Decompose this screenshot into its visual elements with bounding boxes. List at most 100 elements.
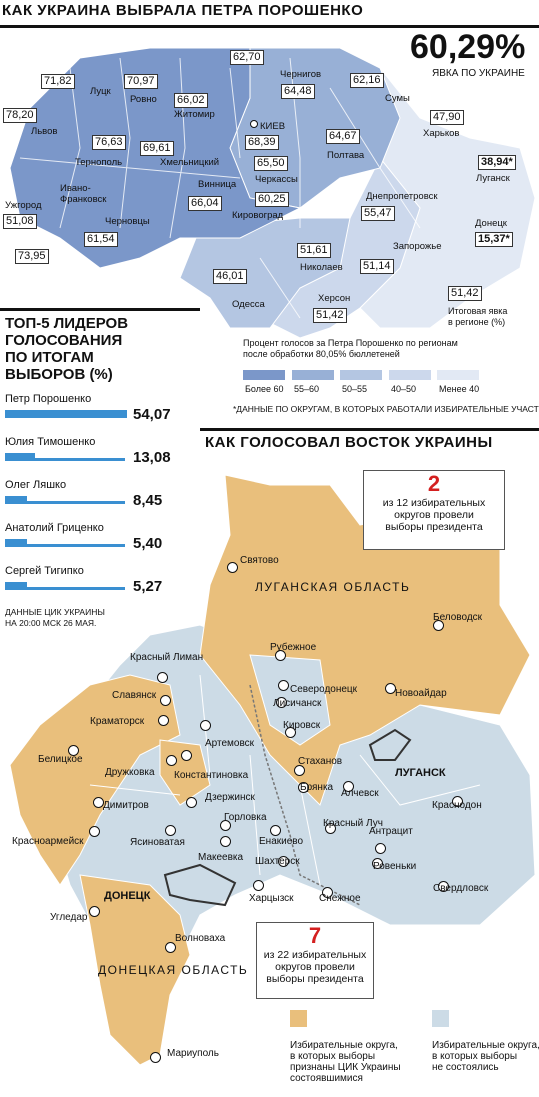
city-label-kropyvnytskyi: Кировоград: [232, 210, 284, 221]
donetsk-info-text: из 22 избирательных округов провели выбо…: [263, 949, 367, 985]
value-box-zaporizhzhia: 51,14: [360, 259, 394, 274]
city-label: Шахтерск: [255, 856, 300, 867]
top5-title: ТОП-5 ЛИДЕРОВ ГОЛОСОВАНИЯ ПО ИТОГАМ ВЫБО…: [5, 315, 129, 383]
city-dot: [325, 823, 336, 834]
candidate-bar: [5, 539, 27, 547]
city-dot: [220, 836, 231, 847]
city-label: Антрацит: [369, 826, 413, 837]
city-label: Константиновка: [174, 770, 249, 781]
candidate-name: Олег Ляшко: [5, 479, 67, 491]
donetsk-city-label: ДОНЕЦК: [104, 890, 151, 902]
candidate-value: 8,45: [133, 492, 163, 509]
candidate-value: 54,07: [133, 406, 171, 423]
city-dot: [270, 825, 281, 836]
turnout-sample-label: Итоговая явка в регионе (%): [448, 306, 508, 327]
luhansk-info-number: 2: [427, 471, 441, 496]
city-label-lutsk: Луцк: [90, 86, 111, 97]
donetsk-info-box: 7 из 22 избирательных округов провели вы…: [256, 922, 374, 999]
city-label-ternopil: Тернополь: [75, 157, 123, 168]
legend-label-0: Более 60: [245, 384, 284, 394]
legend-blue-swatch: [432, 1010, 449, 1027]
turnout-sample-box: 51,42: [448, 286, 482, 301]
city-label: Горловка: [224, 812, 267, 823]
city-label-odesa: Одесса: [232, 299, 265, 310]
value-box-ternopil: 76,63: [92, 135, 126, 150]
city-dot: [165, 942, 176, 953]
city-label-lviv: Львов: [31, 126, 58, 137]
value-box-rivne: 70,97: [124, 74, 158, 89]
city-label: Волноваха: [175, 933, 226, 944]
city-label-cherkasy: Черкассы: [255, 174, 298, 185]
city-label-mykolaiv: Николаев: [300, 262, 343, 273]
city-label-sumy: Сумы: [385, 93, 410, 104]
candidate-value: 5,40: [133, 535, 163, 552]
value-box-donetsk: 15,37*: [475, 232, 513, 247]
legend-swatch-2: [340, 370, 382, 380]
luhansk-city-label: ЛУГАНСК: [395, 767, 446, 779]
top5-source: ДАННЫЕ ЦИК УКРАИНЫ НА 20:00 МСК 26 МАЯ.: [5, 607, 105, 628]
city-label: Дружковка: [105, 767, 155, 778]
city-label: Рубежное: [270, 642, 317, 653]
city-dot: [68, 745, 79, 756]
legend-label-4: Менее 40: [439, 384, 480, 394]
city-label: Харцызск: [249, 893, 294, 904]
candidate-name: Юлия Тимошенко: [5, 436, 96, 448]
city-dot: [160, 695, 171, 706]
candidate-name: Петр Порошенко: [5, 393, 92, 405]
value-box-kyiv-region: 62,70: [230, 50, 264, 65]
city-label: Макеевка: [198, 852, 244, 863]
east-title: КАК ГОЛОСОВАЛ ВОСТОК УКРАИНЫ: [205, 434, 493, 451]
value-box-uzhhorod: 51,08: [3, 214, 37, 229]
city-dot: [375, 843, 386, 854]
east-rule: [200, 428, 539, 431]
luhansk-oblast-label: ЛУГАНСКАЯ ОБЛАСТЬ: [255, 580, 411, 594]
candidate-bar: [5, 453, 35, 461]
value-box-kyiv: 68,39: [245, 135, 279, 150]
city-dot: [166, 755, 177, 766]
value-box-kherson: 51,42: [313, 308, 347, 323]
city-label-zhytomyr: Житомир: [174, 109, 215, 120]
city-dot: [276, 697, 287, 708]
city-label: Святово: [240, 555, 279, 566]
legend-label-1: 55–60: [294, 384, 320, 394]
east-map: [9, 474, 536, 1066]
value-box-cherkasy: 65,50: [254, 156, 288, 171]
city-label: Брянка: [300, 782, 334, 793]
luhansk-info-box: 2 из 12 избирательных округов провели вы…: [363, 470, 505, 550]
donetsk-info-number: 7: [308, 923, 322, 948]
city-dot: [343, 781, 354, 792]
city-dot: [433, 620, 444, 631]
value-box-lutsk: 71,82: [41, 74, 75, 89]
city-label: Кировск: [283, 720, 321, 731]
value-box-chernivtsi: 61,54: [84, 232, 118, 247]
city-dot: [278, 856, 289, 867]
city-dot: [438, 881, 449, 892]
city-dot: [285, 727, 296, 738]
city-label-chernivtsi: Черновцы: [105, 216, 150, 227]
city-label: Северодонецк: [290, 684, 358, 695]
value-box-kharkiv: 47,90: [430, 110, 464, 125]
legend-blue-text: Избирательные округа, в которых выборы н…: [432, 1040, 539, 1073]
city-label: Красноармейск: [12, 836, 84, 847]
legend-footnote: *ДАННЫЕ ПО ОКРУГАМ, В КОТОРЫХ РАБОТАЛИ И…: [233, 404, 539, 414]
city-dot: [93, 797, 104, 808]
city-label: Угледар: [50, 912, 88, 923]
city-label: Красный Луч: [323, 818, 383, 829]
national-turnout-value: 60,29%: [410, 28, 526, 66]
city-label-rivne: Ровно: [130, 94, 157, 105]
city-dot: [253, 880, 264, 891]
city-dot: [322, 887, 333, 898]
city-dot: [385, 683, 396, 694]
city-label-chernihiv: Чернигов: [280, 69, 322, 80]
value-box-poltava: 64,67: [326, 129, 360, 144]
city-label: Краснодон: [432, 800, 482, 811]
value-box-mykolaiv: 51,61: [297, 243, 331, 258]
city-dot: [186, 797, 197, 808]
legend-swatch-3: [389, 370, 431, 380]
city-dot: [220, 820, 231, 831]
value-box-khmelnytskyi: 69,61: [140, 141, 174, 156]
city-dot: [275, 650, 286, 661]
value-box-lviv: 78,20: [3, 108, 37, 123]
value-box-zhytomyr: 66,02: [174, 93, 208, 108]
city-label-poltava: Полтава: [327, 150, 365, 161]
